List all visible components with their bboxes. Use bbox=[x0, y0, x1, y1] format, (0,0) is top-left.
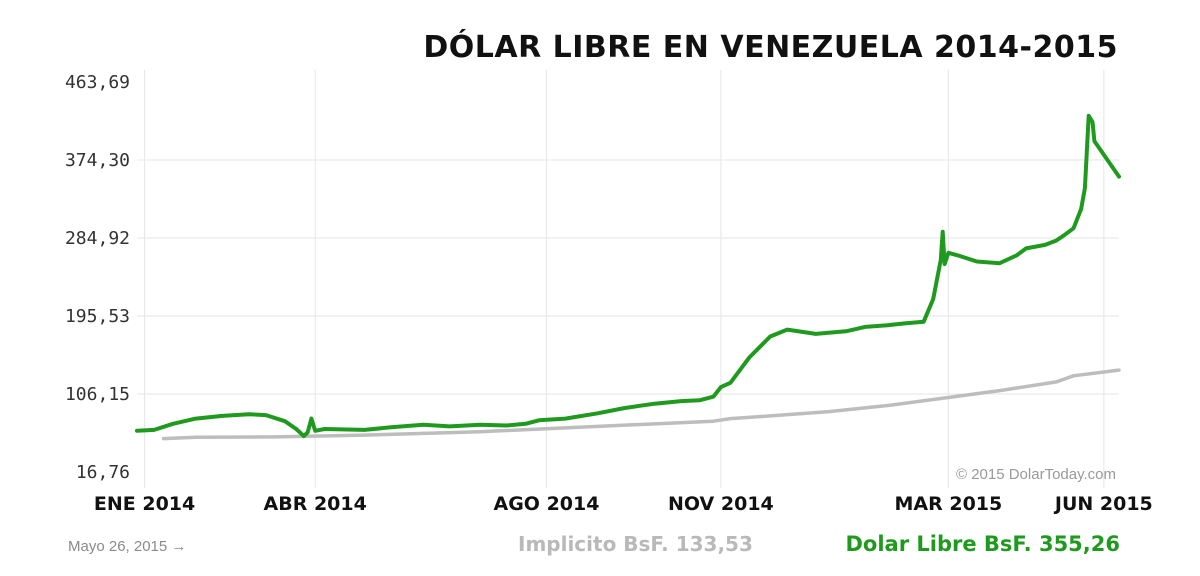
x-axis-ticks: ENE 2014 ABR 2014 AGO 2014 NOV 2014 MAR 2015… bbox=[94, 493, 1153, 515]
x-tick-label: ABR 2014 bbox=[264, 493, 367, 515]
dolar-libre-label: Dolar Libre BsF. 355,26 bbox=[845, 532, 1120, 556]
x-tick-label: AGO 2014 bbox=[494, 493, 600, 515]
y-axis-ticks: 463,69 374,30 284,92 195,53 106,15 16,76 bbox=[65, 72, 130, 483]
implicito-label: Implicito BsF. 133,53 bbox=[518, 532, 753, 556]
y-tick-label: 16,76 bbox=[76, 462, 130, 483]
y-tick-label: 374,30 bbox=[65, 150, 130, 171]
date-note: Mayo 26, 2015 → bbox=[68, 538, 187, 555]
y-tick-label: 106,15 bbox=[65, 384, 130, 405]
x-tick-label: NOV 2014 bbox=[668, 493, 774, 515]
series-layer bbox=[135, 113, 1121, 441]
series-line-implicito bbox=[161, 368, 1121, 441]
y-tick-label: 195,53 bbox=[65, 306, 130, 327]
y-tick-label: 284,92 bbox=[65, 228, 130, 249]
plot-area bbox=[137, 70, 1119, 488]
x-tick-label: MAR 2015 bbox=[895, 493, 1003, 515]
x-tick-label: ENE 2014 bbox=[94, 493, 195, 515]
chart-title: DÓLAR LIBRE EN VENEZUELA 2014-2015 bbox=[423, 30, 1118, 65]
series-line-dolar-libre bbox=[135, 113, 1121, 438]
x-tick-label: JUN 2015 bbox=[1053, 493, 1153, 515]
watermark: © 2015 DolarToday.com bbox=[956, 466, 1116, 483]
y-tick-label: 463,69 bbox=[65, 72, 130, 93]
